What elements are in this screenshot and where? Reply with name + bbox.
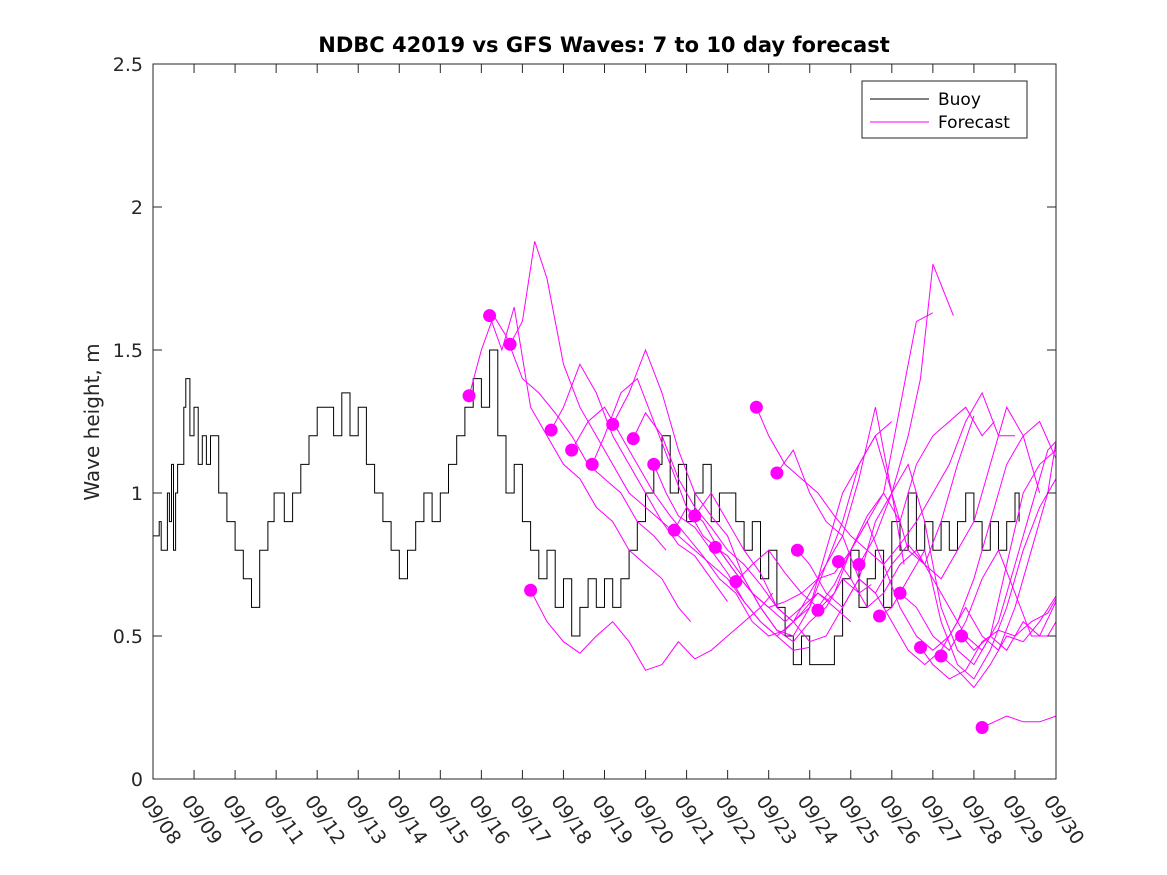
- forecast-run-line-21: [879, 478, 1057, 680]
- y-tick-label: 1: [131, 483, 143, 505]
- forecast-marker: [626, 432, 640, 446]
- forecast-marker: [667, 523, 681, 537]
- forecast-marker: [565, 443, 579, 457]
- forecast-run-line-24: [940, 595, 1057, 689]
- buoy-series-line: [153, 349, 1020, 666]
- y-tick-label: 0: [131, 769, 143, 791]
- y-axis-ticks: 0 0.5 1 1.5 2 2.5: [113, 54, 1056, 791]
- forecast-run-line-26: [981, 715, 1057, 728]
- forecast-run-line-4: [530, 589, 774, 671]
- axes-background: [153, 64, 1056, 779]
- forecast-marker: [873, 609, 887, 623]
- plot-area: [152, 63, 1057, 780]
- chart-title: NDBC 42019 vs GFS Waves: 7 to 10 day for…: [318, 33, 889, 57]
- forecast-marker: [524, 583, 538, 597]
- forecast-marker: [831, 555, 845, 569]
- forecast-marker: [934, 649, 948, 663]
- forecast-series-layer: [468, 241, 1057, 728]
- forecast-run-line-22: [899, 549, 1057, 652]
- forecast-marker: [688, 509, 702, 523]
- forecast-marker: [708, 540, 722, 554]
- forecast-marker: [955, 629, 969, 643]
- y-tick-label: 2.5: [113, 54, 143, 76]
- buoy-series-layer: [153, 349, 1020, 666]
- forecast-marker: [544, 423, 558, 437]
- y-tick-label: 2: [131, 197, 143, 219]
- forecast-marker: [975, 721, 989, 735]
- legend-forecast-label: Forecast: [938, 113, 1010, 133]
- forecast-marker: [811, 603, 825, 617]
- forecast-run-line-14: [735, 406, 995, 609]
- forecast-marker: [729, 575, 743, 589]
- forecast-marker: [462, 389, 476, 403]
- y-tick-label: 0.5: [113, 626, 143, 648]
- forecast-run-line-20: [858, 449, 1057, 666]
- forecast-marker: [770, 466, 784, 480]
- forecast-marker: [647, 457, 661, 471]
- forecast-run-line-3: [509, 241, 729, 602]
- y-axis-label: Wave height, m: [80, 343, 104, 500]
- forecast-run-line-19: [838, 441, 1057, 652]
- legend-box: [861, 80, 1028, 139]
- forecast-marker: [483, 309, 497, 323]
- y-tick-label: 1.5: [113, 340, 143, 362]
- forecast-marker: [790, 543, 804, 557]
- forecast-marker: [749, 400, 763, 414]
- forecast-marker: [852, 558, 866, 571]
- forecast-marker: [914, 640, 928, 654]
- forecast-run-line-2: [489, 306, 692, 623]
- forecast-run-line-12: [694, 264, 954, 643]
- forecast-marker: [893, 586, 907, 600]
- forecast-run-line-9: [632, 411, 893, 623]
- forecast-marker: [585, 457, 599, 471]
- forecast-run-line-25: [961, 601, 1057, 652]
- forecast-run-line-17: [797, 420, 1057, 666]
- forecast-marker: [503, 337, 517, 351]
- forecast-markers-layer: [462, 309, 989, 735]
- forecast-run-line-1: [468, 314, 667, 551]
- forecast-run-line-16: [776, 405, 1041, 594]
- forecast-marker: [606, 417, 620, 431]
- legend-buoy-label: Buoy: [938, 90, 981, 110]
- legend: Buoy Forecast: [861, 80, 1028, 139]
